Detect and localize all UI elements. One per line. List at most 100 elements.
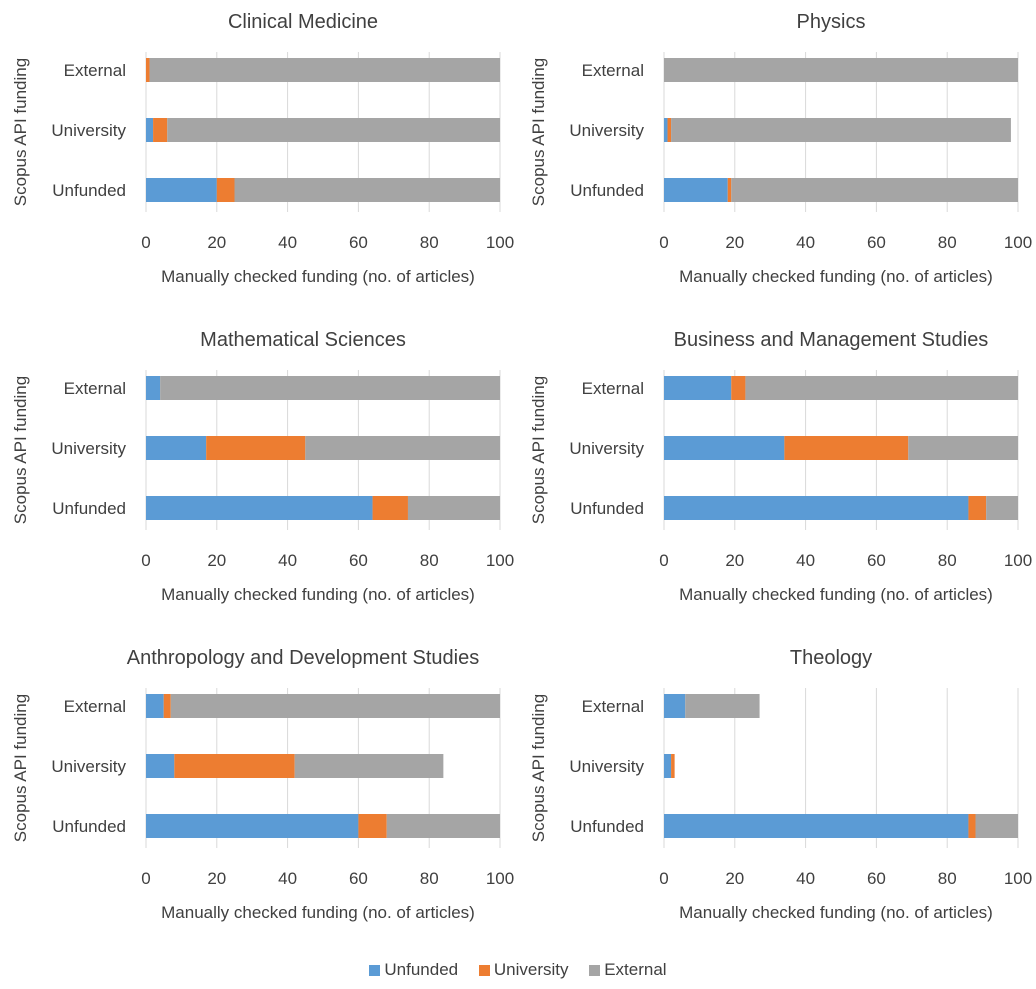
category-label-unfunded: Unfunded bbox=[570, 499, 644, 518]
legend-swatch-external bbox=[589, 965, 601, 977]
chart-title: Clinical Medicine bbox=[228, 11, 378, 33]
bar-external-unfunded bbox=[664, 694, 686, 718]
legend-label-unfunded: Unfunded bbox=[384, 960, 459, 979]
x-axis-label: Manually checked funding (no. of article… bbox=[161, 585, 475, 604]
legend-swatch-unfunded bbox=[369, 965, 381, 977]
bar-unfunded-external bbox=[986, 496, 1018, 520]
bar-unfunded-university bbox=[727, 178, 732, 202]
x-tick-label: 100 bbox=[486, 869, 514, 888]
bar-unfunded-external bbox=[975, 814, 1018, 838]
category-label-unfunded: Unfunded bbox=[52, 499, 126, 518]
bar-unfunded-external bbox=[234, 178, 500, 202]
x-tick-label: 80 bbox=[938, 869, 957, 888]
x-tick-label: 40 bbox=[278, 551, 297, 570]
x-tick-label: 20 bbox=[207, 869, 226, 888]
chart-title: Theology bbox=[790, 647, 872, 669]
bar-university-external bbox=[294, 754, 444, 778]
chart-svg: Physics External University Unfunded 0 20 40 60… bbox=[529, 11, 1032, 286]
x-tick-label: 60 bbox=[867, 551, 886, 570]
x-tick-label: 0 bbox=[659, 869, 668, 888]
category-label-unfunded: Unfunded bbox=[52, 817, 126, 836]
bar-unfunded-unfunded bbox=[146, 496, 373, 520]
x-tick-label: 80 bbox=[420, 233, 439, 252]
x-tick-label: 40 bbox=[278, 233, 297, 252]
category-label-external: External bbox=[582, 697, 644, 716]
bar-unfunded-external bbox=[407, 496, 500, 520]
x-tick-label: 80 bbox=[938, 551, 957, 570]
x-axis-label: Manually checked funding (no. of article… bbox=[679, 585, 993, 604]
category-label-external: External bbox=[582, 61, 644, 80]
category-label-university: University bbox=[51, 439, 126, 458]
y-axis-label: Scopus API funding bbox=[11, 694, 30, 842]
category-label-external: External bbox=[64, 61, 126, 80]
bar-external-external bbox=[745, 376, 1018, 400]
chart-svg: Mathematical Sciences External University U… bbox=[11, 329, 514, 604]
y-axis-label: Scopus API funding bbox=[529, 694, 548, 842]
chart-panel-clinical-medicine: Clinical Medicine External University Unfun… bbox=[0, 0, 518, 316]
bar-external-external bbox=[160, 376, 500, 400]
chart-panel-anthropology-and-development-studies: Anthropology and Development Studies Exte… bbox=[0, 636, 518, 952]
y-axis-label: Scopus API funding bbox=[11, 58, 30, 206]
x-tick-label: 80 bbox=[938, 233, 957, 252]
bar-university-university bbox=[153, 118, 168, 142]
bar-unfunded-university bbox=[372, 496, 408, 520]
chart-svg: Anthropology and Development Studies Exte… bbox=[11, 647, 514, 922]
x-tick-label: 100 bbox=[486, 233, 514, 252]
bar-university-unfunded bbox=[146, 754, 175, 778]
x-tick-label: 0 bbox=[141, 869, 150, 888]
y-axis-label: Scopus API funding bbox=[529, 376, 548, 524]
bar-university-unfunded bbox=[146, 118, 154, 142]
category-label-external: External bbox=[582, 379, 644, 398]
x-tick-label: 40 bbox=[278, 869, 297, 888]
x-tick-label: 20 bbox=[725, 233, 744, 252]
legend-label-external: External bbox=[604, 960, 667, 979]
x-tick-label: 100 bbox=[486, 551, 514, 570]
bar-external-external bbox=[170, 694, 500, 718]
bar-unfunded-university bbox=[968, 814, 976, 838]
chart-svg: Business and Management Studies External U… bbox=[529, 329, 1032, 604]
x-tick-label: 20 bbox=[725, 551, 744, 570]
bar-unfunded-university bbox=[216, 178, 235, 202]
chart-grid: Clinical Medicine External University Unfun… bbox=[0, 0, 1036, 952]
x-tick-label: 60 bbox=[349, 233, 368, 252]
bar-unfunded-external bbox=[731, 178, 1018, 202]
bar-university-university bbox=[671, 754, 675, 778]
bar-university-unfunded bbox=[146, 436, 207, 460]
category-label-external: External bbox=[64, 379, 126, 398]
x-tick-label: 0 bbox=[659, 551, 668, 570]
chart-svg: Clinical Medicine External University Unfun… bbox=[11, 11, 514, 286]
category-label-university: University bbox=[569, 757, 644, 776]
bar-unfunded-unfunded bbox=[664, 178, 728, 202]
x-tick-label: 20 bbox=[725, 869, 744, 888]
bar-external-external bbox=[685, 694, 760, 718]
bar-university-external bbox=[305, 436, 500, 460]
x-tick-label: 40 bbox=[796, 233, 815, 252]
x-tick-label: 80 bbox=[420, 869, 439, 888]
x-tick-label: 20 bbox=[207, 233, 226, 252]
bar-university-unfunded bbox=[664, 436, 785, 460]
x-tick-label: 0 bbox=[659, 233, 668, 252]
x-tick-label: 80 bbox=[420, 551, 439, 570]
bar-unfunded-unfunded bbox=[664, 496, 969, 520]
chart-title: Mathematical Sciences bbox=[200, 329, 406, 351]
x-axis-label: Manually checked funding (no. of article… bbox=[161, 903, 475, 922]
category-label-external: External bbox=[64, 697, 126, 716]
category-label-university: University bbox=[51, 757, 126, 776]
x-tick-label: 60 bbox=[349, 869, 368, 888]
bar-external-external bbox=[664, 58, 1018, 82]
x-tick-label: 40 bbox=[796, 551, 815, 570]
category-label-unfunded: Unfunded bbox=[570, 181, 644, 200]
x-tick-label: 0 bbox=[141, 551, 150, 570]
legend-item-university: University bbox=[478, 960, 568, 980]
bar-unfunded-unfunded bbox=[146, 814, 359, 838]
legend-item-unfunded: Unfunded bbox=[369, 960, 458, 980]
chart-panel-theology: Theology External University Unfunded 0 20 40 6… bbox=[518, 636, 1036, 952]
bar-university-university bbox=[784, 436, 909, 460]
bar-university-university bbox=[174, 754, 295, 778]
bar-university-unfunded bbox=[664, 754, 672, 778]
bar-university-external bbox=[167, 118, 501, 142]
x-tick-label: 60 bbox=[349, 551, 368, 570]
bar-external-unfunded bbox=[146, 376, 161, 400]
bar-unfunded-university bbox=[358, 814, 387, 838]
x-tick-label: 60 bbox=[867, 869, 886, 888]
